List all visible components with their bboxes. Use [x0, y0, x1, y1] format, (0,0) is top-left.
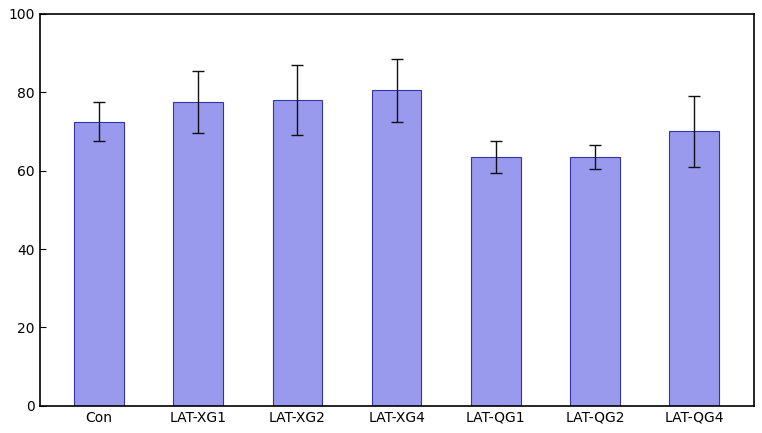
Bar [372, 90, 421, 406]
Bar [74, 122, 124, 406]
Bar [471, 157, 520, 406]
Bar [273, 100, 322, 406]
Bar [570, 157, 620, 406]
Bar [174, 102, 223, 406]
Bar [669, 132, 719, 406]
